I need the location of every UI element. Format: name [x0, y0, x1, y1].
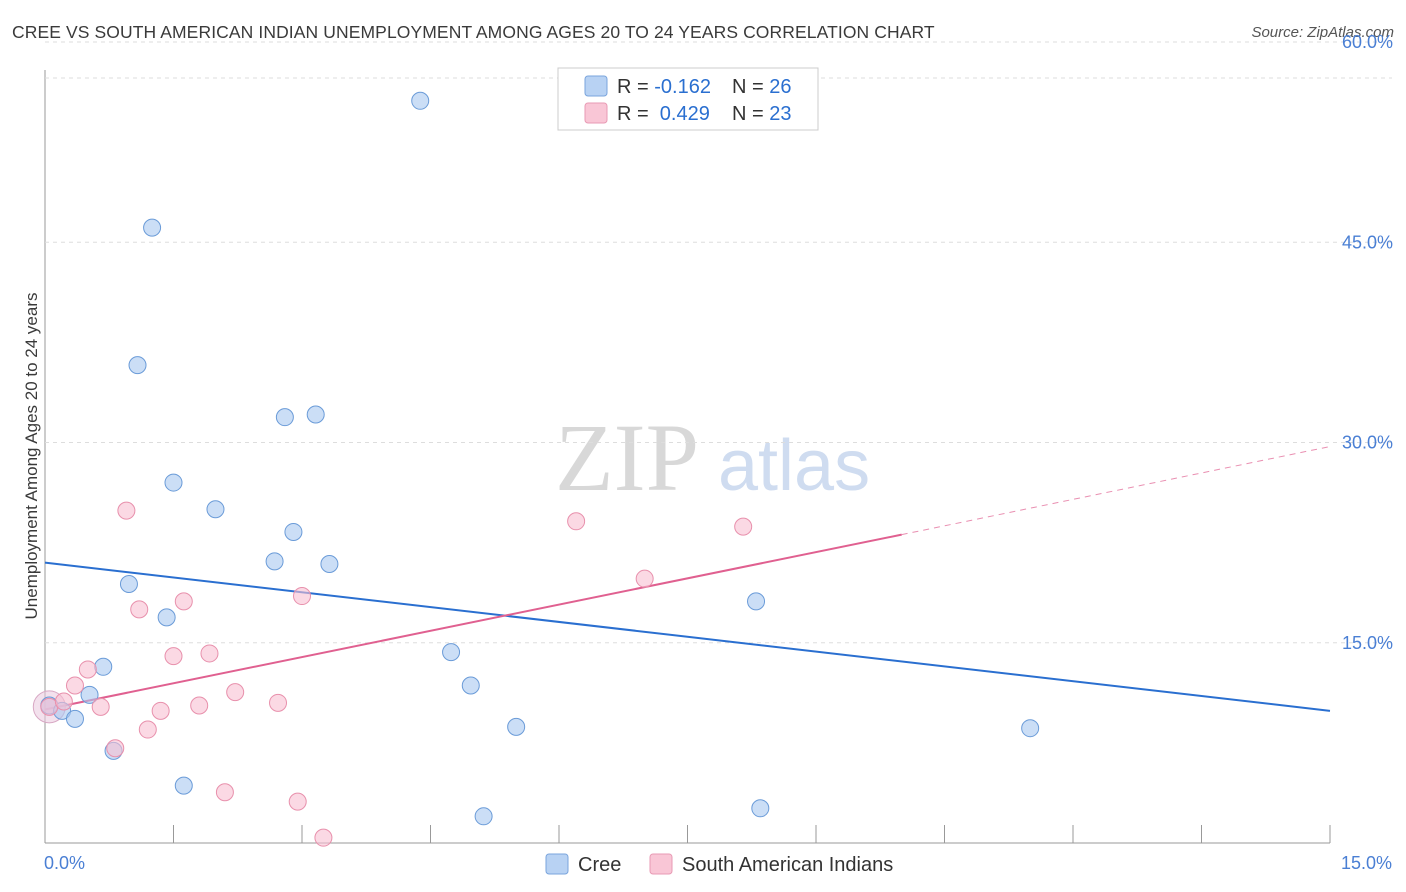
- point-cree-11: [174, 776, 193, 795]
- watermark-atlas: atlas: [718, 426, 870, 506]
- chart-source: Source: ZipAtlas.com: [1251, 24, 1394, 41]
- point-sai-2: [65, 676, 84, 695]
- stats-legend-swatch-sai: [584, 102, 608, 124]
- point-sai-22: [734, 517, 753, 536]
- stats-r-value-cree: -0.162: [654, 76, 711, 98]
- svg-text:R = -0.162: R = -0.162: [617, 76, 711, 98]
- point-cree-21: [474, 807, 493, 826]
- y-tick-label-30: 30.0%: [1342, 433, 1393, 453]
- legend-swatch-cree: [545, 853, 569, 875]
- point-cree-6: [119, 575, 138, 594]
- y-tick-label-45: 45.0%: [1342, 232, 1393, 252]
- point-cree-7: [128, 356, 147, 375]
- stats-r-value-sai: 0.429: [654, 103, 710, 125]
- point-sai-4: [91, 697, 110, 716]
- point-sai-16: [269, 693, 288, 712]
- stats-r-label-sai: R =: [617, 103, 654, 125]
- point-sai-21: [635, 569, 654, 588]
- stats-n-label-sai: N =: [732, 103, 769, 125]
- point-cree-15: [284, 522, 303, 541]
- point-cree-10: [164, 473, 183, 492]
- data-points: [32, 91, 1040, 847]
- point-sai-17: [288, 792, 307, 811]
- x-tick-label-min: 0.0%: [44, 853, 85, 873]
- point-sai-18: [293, 587, 311, 606]
- point-sai-15: [226, 683, 245, 702]
- point-sai-10: [164, 647, 183, 666]
- stats-n-value-sai: 23: [769, 103, 791, 125]
- point-cree-14: [275, 408, 294, 427]
- svg-text:R = 0.429: R = 0.429: [617, 103, 710, 125]
- watermark-zip: ZIP: [555, 404, 699, 511]
- point-sai-13: [200, 644, 219, 663]
- chart-title: CREE VS SOUTH AMERICAN INDIAN UNEMPLOYME…: [12, 22, 935, 42]
- point-sai-8: [138, 720, 157, 739]
- point-cree-2: [65, 709, 84, 728]
- point-sai-1: [54, 692, 73, 711]
- trend-lines: [44, 446, 1331, 712]
- trend-line-sai-extension: [901, 446, 1331, 536]
- point-sai-14: [215, 783, 234, 802]
- point-sai-20: [567, 512, 586, 531]
- x-tick-label-max: 15.0%: [1341, 853, 1392, 873]
- point-sai-19: [314, 828, 333, 847]
- legend-label-cree: Cree: [578, 854, 621, 876]
- stats-legend: R = -0.162 N = 26 R = 0.429 N = 23: [557, 67, 819, 131]
- point-sai-5: [106, 739, 125, 758]
- point-cree-3: [80, 685, 99, 704]
- series-legend: Cree South American Indians: [545, 853, 893, 876]
- y-tick-labels: 15.0% 30.0% 45.0% 60.0%: [1342, 32, 1393, 653]
- point-cree-4: [94, 657, 113, 676]
- trend-line-cree: [44, 561, 1331, 712]
- stats-n-value-cree: 26: [769, 76, 791, 98]
- gridlines: [45, 41, 1392, 644]
- point-sai-12: [190, 696, 209, 715]
- legend-label-sai: South American Indians: [682, 854, 893, 876]
- point-cree-12: [206, 500, 225, 519]
- point-sai-6: [117, 501, 136, 520]
- svg-text:N = 23: N = 23: [732, 103, 792, 125]
- point-cree-8: [143, 218, 162, 237]
- point-cree-9: [157, 608, 176, 627]
- stats-r-label-cree: R =: [617, 76, 654, 98]
- x-tick-marks: [44, 825, 1331, 843]
- point-cree-17: [320, 555, 339, 574]
- point-cree-19: [442, 643, 461, 662]
- point-cree-20: [461, 676, 480, 695]
- point-cree-24: [751, 799, 770, 818]
- y-tick-label-15: 15.0%: [1342, 633, 1393, 653]
- svg-text:N = 26: N = 26: [732, 76, 792, 98]
- y-tick-label-60: 60.0%: [1342, 32, 1393, 52]
- point-cree-16: [306, 405, 325, 424]
- stats-n-label-cree: N =: [732, 76, 769, 98]
- legend-swatch-sai: [649, 853, 673, 875]
- point-cree-13: [265, 552, 284, 571]
- point-sai-11: [174, 592, 193, 611]
- trend-line-sai: [44, 533, 902, 711]
- point-sai-7: [130, 600, 149, 619]
- point-sai-9: [151, 701, 170, 720]
- point-cree-22: [507, 717, 526, 736]
- point-sai-3: [78, 660, 97, 679]
- y-axis-label: Unemployment Among Ages 20 to 24 years: [22, 293, 41, 620]
- point-cree-25: [1021, 719, 1040, 738]
- point-cree-23: [747, 592, 766, 611]
- point-cree-18: [411, 91, 430, 110]
- stats-legend-swatch-cree: [584, 75, 608, 97]
